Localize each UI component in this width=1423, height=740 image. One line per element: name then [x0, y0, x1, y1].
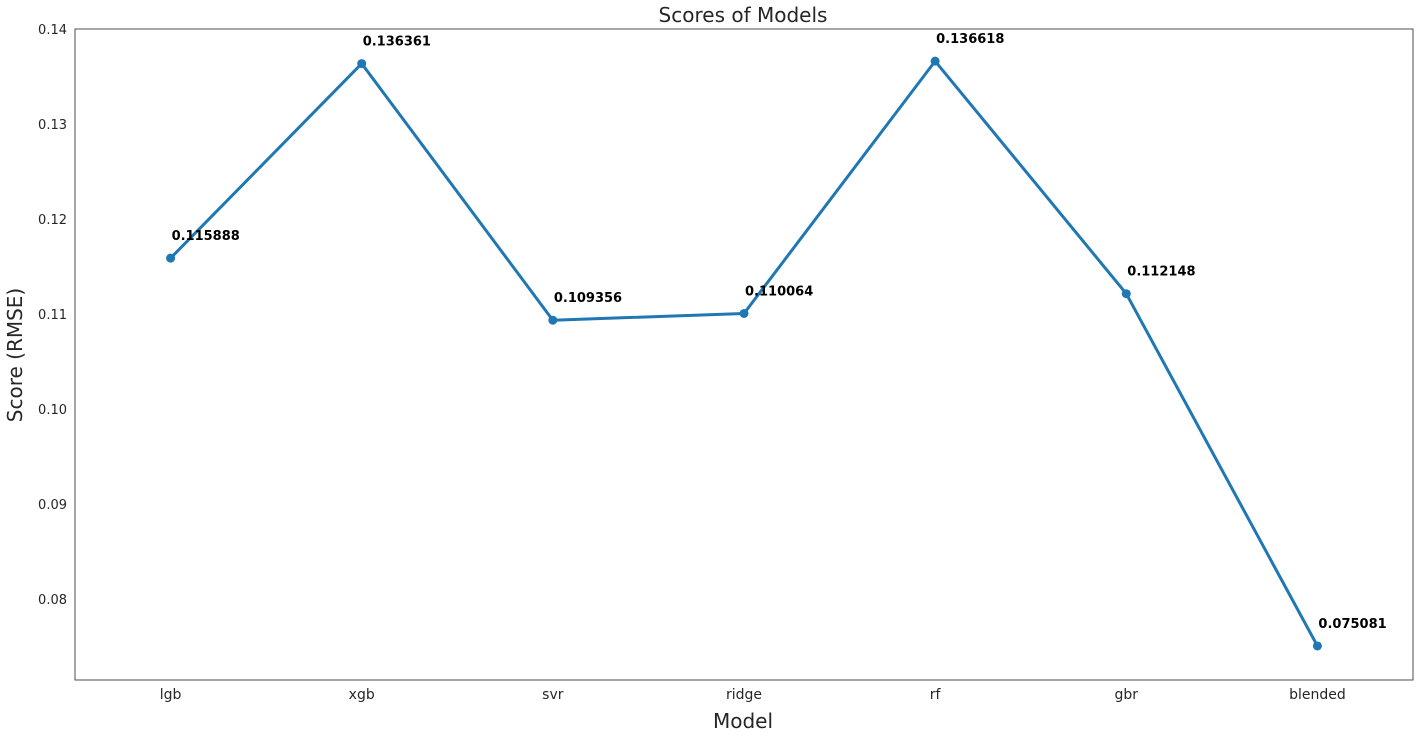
data-label: 0.112148 — [1127, 265, 1195, 280]
data-point — [1121, 289, 1131, 299]
x-tick-label: svr — [542, 687, 564, 703]
x-tick-label: blended — [1289, 687, 1346, 703]
y-tick-label: 0.08 — [38, 593, 67, 608]
data-point — [357, 59, 367, 69]
data-label: 0.115888 — [172, 229, 240, 244]
x-axis-label: Model — [713, 709, 773, 733]
x-tick-label: rf — [930, 687, 942, 703]
data-label: 0.109356 — [554, 291, 622, 306]
data-point — [166, 253, 176, 263]
series-line-group — [166, 56, 1322, 651]
data-point — [1312, 641, 1322, 651]
data-label: 0.110064 — [745, 285, 813, 300]
data-label: 0.075081 — [1318, 617, 1386, 632]
x-axis: lgb xgb svr ridge rf gbr blended — [160, 687, 1346, 703]
y-axis-label: Score (RMSE) — [3, 288, 27, 422]
data-labels: 0.115888 0.136361 0.109356 0.110064 0.136618… — [172, 32, 1387, 632]
y-tick-label: 0.11 — [38, 308, 67, 323]
data-point — [930, 56, 940, 66]
x-tick-label: gbr — [1115, 687, 1139, 703]
y-tick-label: 0.12 — [38, 213, 67, 228]
y-tick-label: 0.13 — [38, 118, 67, 133]
data-label: 0.136361 — [363, 35, 431, 50]
series-line — [169, 59, 1319, 648]
y-axis: 0.08 0.09 0.10 0.11 0.12 0.13 0.14 — [38, 23, 67, 608]
x-tick-label: ridge — [726, 687, 762, 703]
y-tick-label: 0.09 — [38, 498, 67, 513]
data-point — [548, 315, 558, 325]
x-tick-label: lgb — [160, 687, 182, 703]
data-point — [739, 309, 749, 319]
chart-title: Scores of Models — [659, 3, 828, 27]
y-tick-label: 0.10 — [38, 403, 67, 418]
x-tick-label: xgb — [349, 687, 375, 703]
y-tick-label: 0.14 — [38, 23, 67, 38]
plot-frame — [74, 28, 1414, 681]
data-label: 0.136618 — [936, 32, 1004, 47]
